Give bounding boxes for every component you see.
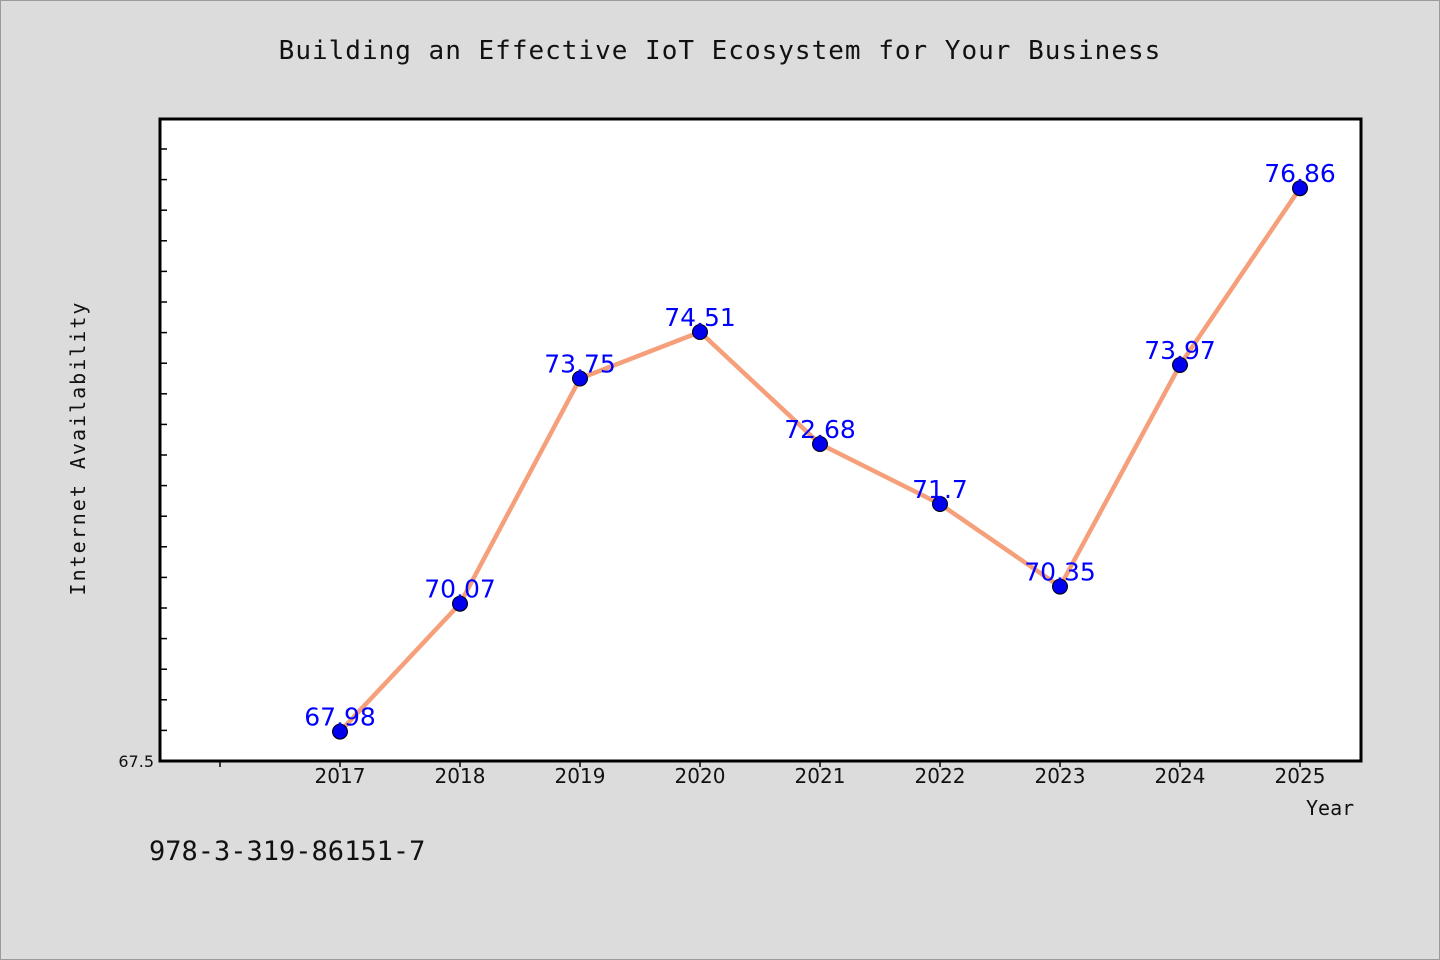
x-tick-label: 2025 bbox=[1275, 764, 1326, 788]
x-tick-label: 2020 bbox=[675, 764, 726, 788]
data-point bbox=[1052, 578, 1068, 595]
isbn-footer: 978-3-319-86151-7 bbox=[149, 836, 426, 867]
x-tick-label: 2018 bbox=[435, 764, 486, 788]
data-point bbox=[692, 324, 708, 340]
plot-border bbox=[158, 117, 1363, 763]
x-axis-label: Year bbox=[1306, 796, 1355, 820]
data-point bbox=[1292, 180, 1308, 197]
y-tick-label: 67.5 bbox=[118, 752, 154, 771]
data-label: 70.35 bbox=[1024, 558, 1096, 587]
x-tick-label: 2022 bbox=[915, 764, 966, 788]
data-label: 73.97 bbox=[1144, 336, 1216, 365]
data-label: 67.98 bbox=[304, 703, 376, 732]
data-label: 73.75 bbox=[544, 350, 616, 379]
data-point bbox=[572, 370, 588, 387]
data-label: 76.86 bbox=[1264, 159, 1336, 188]
data-point bbox=[332, 723, 348, 740]
data-label: 70.07 bbox=[424, 575, 496, 604]
chart-title: Building an Effective IoT Ecosystem for … bbox=[278, 36, 1162, 66]
plot-area bbox=[160, 119, 1361, 761]
x-tick-label: 2024 bbox=[1155, 764, 1206, 788]
x-tick-label: 2021 bbox=[795, 764, 846, 788]
data-point bbox=[1172, 357, 1188, 373]
data-label: 71.7 bbox=[912, 475, 968, 504]
data-label: 72.68 bbox=[784, 415, 856, 444]
x-tick-label: 2019 bbox=[555, 764, 606, 788]
x-tick-label: 2023 bbox=[1035, 764, 1086, 788]
data-point bbox=[932, 496, 948, 512]
data-point bbox=[452, 595, 468, 612]
data-label: 74.51 bbox=[664, 303, 736, 332]
data-point bbox=[812, 436, 828, 452]
x-tick-label: 2017 bbox=[315, 764, 366, 788]
